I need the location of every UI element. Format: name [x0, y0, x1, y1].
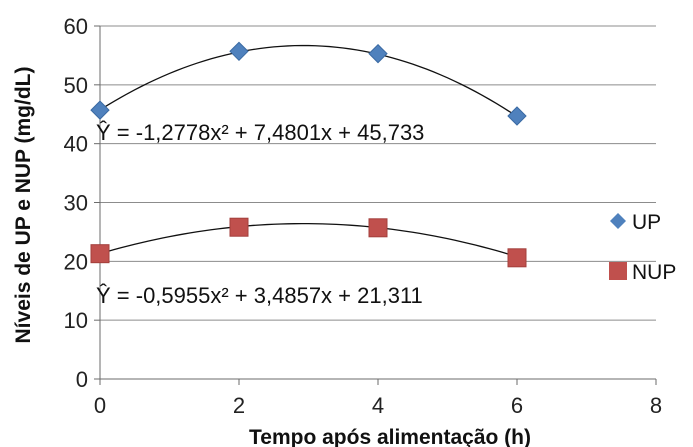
gridlines	[100, 25, 656, 321]
point-up-0	[90, 100, 110, 120]
trendline-up	[99, 44, 518, 118]
legend-marker-nup	[609, 262, 627, 280]
y-tick-label-0: 0	[76, 367, 88, 392]
data-points	[90, 41, 527, 268]
y-axis-title: Níveis de UP e NUP (mg/dL)	[12, 67, 35, 344]
point-up-1	[229, 41, 249, 62]
trendlines	[99, 44, 518, 258]
axes	[94, 25, 657, 385]
point-nup-2	[368, 218, 388, 238]
point-up-3	[507, 106, 527, 126]
trendline-nup	[99, 222, 518, 258]
y-tick-label-10: 10	[64, 308, 88, 333]
x-axis-title: Tempo após alimentação (h)	[249, 426, 531, 447]
legend-marker-up	[610, 213, 626, 229]
point-nup-1	[229, 217, 249, 237]
x-tick-label-0: 0	[94, 393, 106, 418]
point-up-2	[368, 43, 388, 64]
y-tick-label-40: 40	[64, 132, 88, 157]
legend-label-up: UP	[632, 211, 661, 234]
x-tick-label-4: 4	[372, 393, 384, 418]
x-tick-label-2: 2	[233, 393, 245, 418]
point-nup-0	[90, 244, 110, 264]
y-tick-label-20: 20	[64, 249, 88, 274]
tick-labels: 0 10 20 30 40 50 60 0 2 4 6 8	[64, 14, 663, 418]
equation-nup: Ŷ = -0,5955x² + 3,4857x + 21,311	[96, 283, 423, 308]
equation-up: Ŷ = -1,2778x² + 7,4801x + 45,733	[96, 120, 424, 145]
y-tick-label-50: 50	[64, 73, 88, 98]
legend: UP NUP	[609, 211, 676, 284]
x-tick-label-6: 6	[511, 393, 523, 418]
equations: Ŷ = -1,2778x² + 7,4801x + 45,733 Ŷ = -0,5…	[96, 120, 424, 308]
point-nup-3	[507, 248, 527, 268]
legend-label-nup: NUP	[632, 261, 676, 284]
y-tick-label-30: 30	[64, 191, 88, 216]
x-tick-label-8: 8	[650, 393, 662, 418]
y-tick-label-60: 60	[64, 14, 88, 39]
